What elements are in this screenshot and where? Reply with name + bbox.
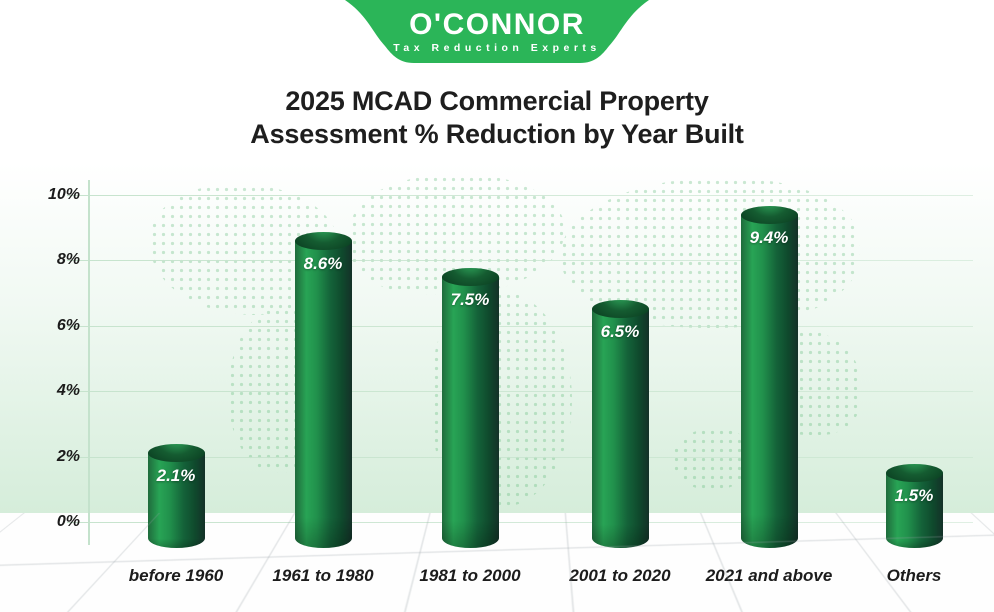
y-axis-tick-label: 6% — [56, 316, 80, 334]
category-label: Others — [886, 566, 942, 585]
bar-cylinder-top-cap — [441, 267, 499, 286]
bar-value-label: 1.5% — [894, 485, 934, 505]
page-title: 2025 MCAD Commercial Property Assessment… — [0, 85, 994, 151]
bar-cylinder-body — [294, 240, 352, 548]
page-title-line2: Assessment % Reduction by Year Built — [250, 119, 744, 149]
y-axis-tick-label: 2% — [56, 447, 80, 465]
bar-value-label: 8.6% — [303, 253, 343, 273]
bar-cylinder-top-cap — [147, 444, 205, 463]
bar-cylinder-top-cap — [294, 231, 352, 250]
logo-tagline: Tax Reduction Experts — [393, 42, 601, 54]
gridline-8% — [67, 260, 973, 262]
bar-cylinder-top-cap — [885, 463, 943, 482]
bar-value-label: 6.5% — [600, 322, 640, 342]
bar-cylinder-body — [885, 472, 943, 548]
gridline-2% — [67, 456, 973, 458]
logo-wordmark: O'CONNOR — [409, 8, 585, 41]
bar-cylinder-top-cap — [740, 205, 798, 224]
gridline-10% — [67, 195, 973, 196]
page-title-line1: 2025 MCAD Commercial Property — [285, 86, 709, 116]
bar-value-label: 2.1% — [156, 466, 196, 486]
oconnor-logo-badge — [345, 0, 649, 63]
gridline-0% — [67, 522, 973, 523]
bar-cylinder-body — [441, 276, 499, 548]
y-axis-line — [88, 180, 90, 545]
category-label: 1981 to 2000 — [419, 566, 521, 585]
y-axis-tick-label: 4% — [56, 382, 80, 400]
y-axis-tick-label: 8% — [56, 251, 80, 269]
logo-badge-shape — [345, 0, 649, 63]
bar-cylinder-body — [591, 309, 649, 548]
bar-cylinder-top-cap — [591, 300, 649, 319]
gridline-6% — [67, 325, 973, 327]
y-axis-tick-label: 0% — [56, 513, 80, 530]
category-label: 2021 and above — [705, 566, 833, 585]
worldmap-dots-australia — [672, 428, 752, 490]
category-label: 2001 to 2020 — [569, 566, 671, 585]
bar-value-label: 9.4% — [749, 227, 789, 247]
bar-cylinder-body — [147, 453, 205, 548]
bar-cylinder-body — [740, 214, 798, 548]
category-label: 1961 to 1980 — [272, 566, 374, 585]
gridline-4% — [67, 391, 973, 393]
y-axis-tick-label: 10% — [47, 186, 80, 203]
category-label: before 1960 — [128, 566, 224, 585]
bar-value-label: 7.5% — [450, 289, 490, 309]
